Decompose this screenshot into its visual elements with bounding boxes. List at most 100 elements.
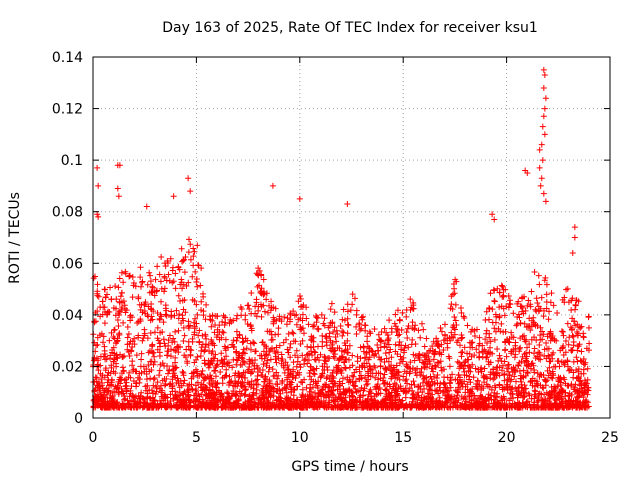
data-point (154, 310, 161, 317)
data-point (142, 301, 149, 308)
data-point (299, 391, 306, 398)
data-point (382, 350, 389, 357)
data-point (195, 262, 202, 269)
data-point (165, 348, 172, 355)
data-point (184, 387, 191, 394)
data-point (127, 312, 134, 319)
data-point (310, 338, 317, 345)
data-point (527, 365, 534, 372)
data-point (491, 297, 498, 304)
data-point (344, 200, 351, 207)
data-point (244, 398, 251, 405)
data-point (251, 357, 258, 364)
data-point (169, 339, 176, 346)
data-point (546, 308, 553, 315)
data-point (433, 404, 440, 411)
data-point (427, 381, 434, 388)
data-point (362, 374, 369, 381)
data-point (528, 336, 535, 343)
data-point (344, 330, 351, 337)
data-point (488, 404, 495, 411)
data-point (241, 374, 248, 381)
data-point (425, 358, 432, 365)
data-point (91, 318, 98, 325)
data-point (504, 336, 511, 343)
data-point (180, 404, 187, 411)
data-point (558, 328, 565, 335)
data-point (287, 371, 294, 378)
data-point (280, 364, 287, 371)
data-point (490, 393, 497, 400)
data-point (278, 351, 285, 358)
data-point (400, 373, 407, 380)
data-point (149, 283, 156, 290)
data-point (356, 321, 363, 328)
data-point (416, 356, 423, 363)
data-point (187, 241, 194, 248)
data-point (537, 336, 544, 343)
data-point (260, 361, 267, 368)
data-point (217, 369, 224, 376)
data-point (230, 387, 237, 394)
data-point (410, 351, 417, 358)
data-point (374, 383, 381, 390)
data-point (190, 245, 197, 252)
data-point (221, 402, 228, 409)
data-point (294, 370, 301, 377)
data-point (428, 376, 435, 383)
data-point (387, 383, 394, 390)
data-point (501, 377, 508, 384)
data-point (542, 198, 549, 205)
data-point (185, 338, 192, 345)
data-point (394, 332, 401, 339)
data-point (504, 376, 511, 383)
data-point (557, 382, 564, 389)
data-point (537, 182, 544, 189)
data-point (345, 403, 352, 410)
data-point (409, 394, 416, 401)
data-point (179, 397, 186, 404)
data-point (472, 365, 479, 372)
data-point (362, 322, 369, 329)
data-point (150, 308, 157, 315)
data-point (130, 378, 137, 385)
data-point (269, 399, 276, 406)
data-point (200, 312, 207, 319)
data-point (545, 352, 552, 359)
data-point (218, 357, 225, 364)
data-point (187, 399, 194, 406)
data-point (377, 344, 384, 351)
data-point (363, 399, 370, 406)
data-point (317, 351, 324, 358)
data-point (524, 358, 531, 365)
data-point (307, 393, 314, 400)
data-point (240, 338, 247, 345)
data-point (474, 401, 481, 408)
data-point (550, 302, 557, 309)
data-point (341, 358, 348, 365)
data-point (513, 378, 520, 385)
data-point (175, 380, 182, 387)
data-point (458, 393, 465, 400)
data-point (544, 377, 551, 384)
data-point (183, 395, 190, 402)
data-point (111, 356, 118, 363)
data-point (190, 262, 197, 269)
data-point (284, 381, 291, 388)
data-point (427, 373, 434, 380)
data-point (493, 364, 500, 371)
data-point (306, 403, 313, 410)
data-point (452, 317, 459, 324)
data-point (585, 403, 592, 410)
data-point (308, 398, 315, 405)
data-point (170, 193, 177, 200)
data-point (371, 325, 378, 332)
data-point (166, 277, 173, 284)
data-point (300, 392, 307, 399)
data-point (329, 390, 336, 397)
data-point (485, 391, 492, 398)
data-point (108, 364, 115, 371)
data-point (499, 283, 506, 290)
data-point (301, 404, 308, 411)
data-point (473, 381, 480, 388)
